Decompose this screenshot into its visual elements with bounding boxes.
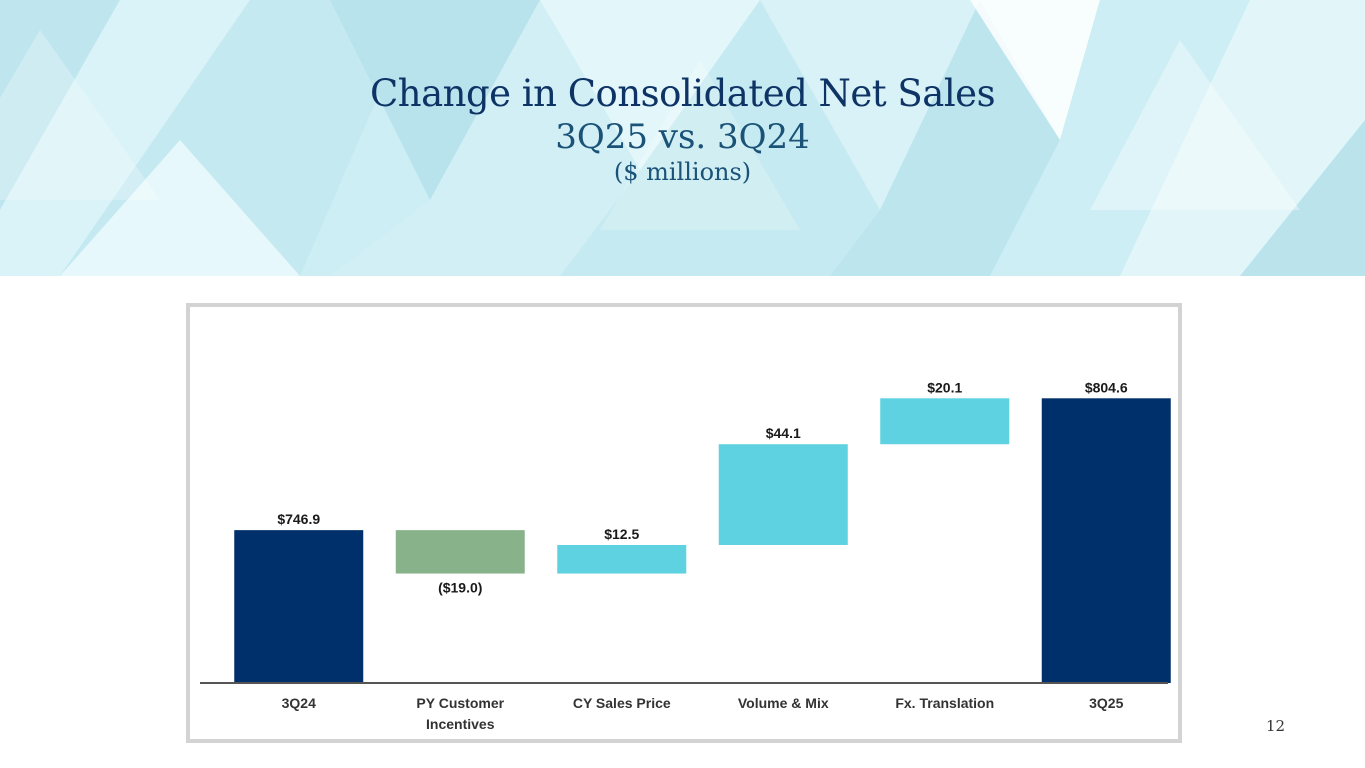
unit-caption: ($ millions) <box>613 158 752 186</box>
x-tick-label: 3Q24 <box>282 695 316 711</box>
waterfall-bar <box>557 544 687 574</box>
data-label: $804.6 <box>1085 379 1128 395</box>
chart-frame: $746.9 3Q24 ($19.0) PY Customer Incentives $1… <box>186 303 1182 743</box>
x-tick-label: CY Sales Price <box>573 695 671 711</box>
x-tick-label: Incentives <box>426 716 495 732</box>
triangle-pattern-background <box>0 0 1365 276</box>
x-tick-label: Volume & Mix <box>738 695 829 711</box>
waterfall-bar <box>718 444 848 545</box>
data-label: $44.1 <box>766 425 801 441</box>
title-block: Change in Consolidated Net Sales 3Q25 vs… <box>0 72 1365 186</box>
waterfall-bar <box>1041 398 1171 683</box>
waterfall-chart: $746.9 3Q24 ($19.0) PY Customer Incentives $1… <box>200 379 1171 732</box>
page-subtitle: 3Q25 vs. 3Q24 <box>555 117 810 157</box>
data-label: ($19.0) <box>438 580 482 596</box>
x-tick-label: 3Q25 <box>1089 695 1123 711</box>
data-label: $12.5 <box>604 526 639 542</box>
page-number: 12 <box>1266 717 1286 735</box>
header-banner: Change in Consolidated Net Sales 3Q25 vs… <box>0 0 1365 276</box>
waterfall-bar <box>234 530 364 683</box>
page-title: Change in Consolidated Net Sales <box>369 72 996 115</box>
waterfall-bar <box>395 530 525 574</box>
waterfall-bar <box>880 398 1010 445</box>
data-label: $746.9 <box>277 511 320 527</box>
x-tick-label: Fx. Translation <box>895 695 994 711</box>
x-tick-label: PY Customer <box>416 695 504 711</box>
data-label: $20.1 <box>927 379 962 395</box>
